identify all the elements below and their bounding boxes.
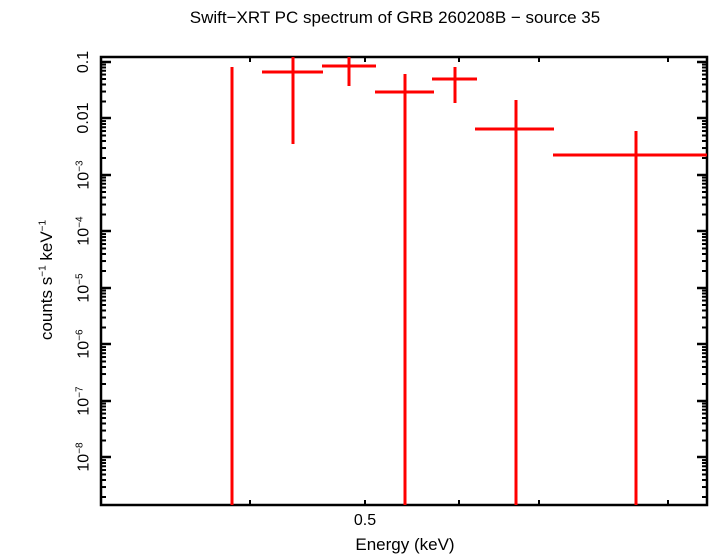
- y-tick-label: 10−7: [74, 386, 93, 416]
- y-tick-label: 0.01: [75, 102, 92, 134]
- x-tick-label: 0.5: [353, 512, 377, 529]
- y-tick-label: 0.1: [75, 50, 92, 74]
- x-axis-label: Energy (keV): [355, 535, 455, 554]
- y-tick-label: 10−8: [74, 442, 93, 472]
- y-tick-label: 10−3: [74, 160, 93, 190]
- chart-title: Swift−XRT PC spectrum of GRB 260208B − s…: [189, 8, 601, 27]
- y-tick-label: 10−4: [74, 216, 93, 246]
- y-tick-label: 10−6: [74, 329, 93, 359]
- y-tick-label: 10−5: [74, 273, 93, 303]
